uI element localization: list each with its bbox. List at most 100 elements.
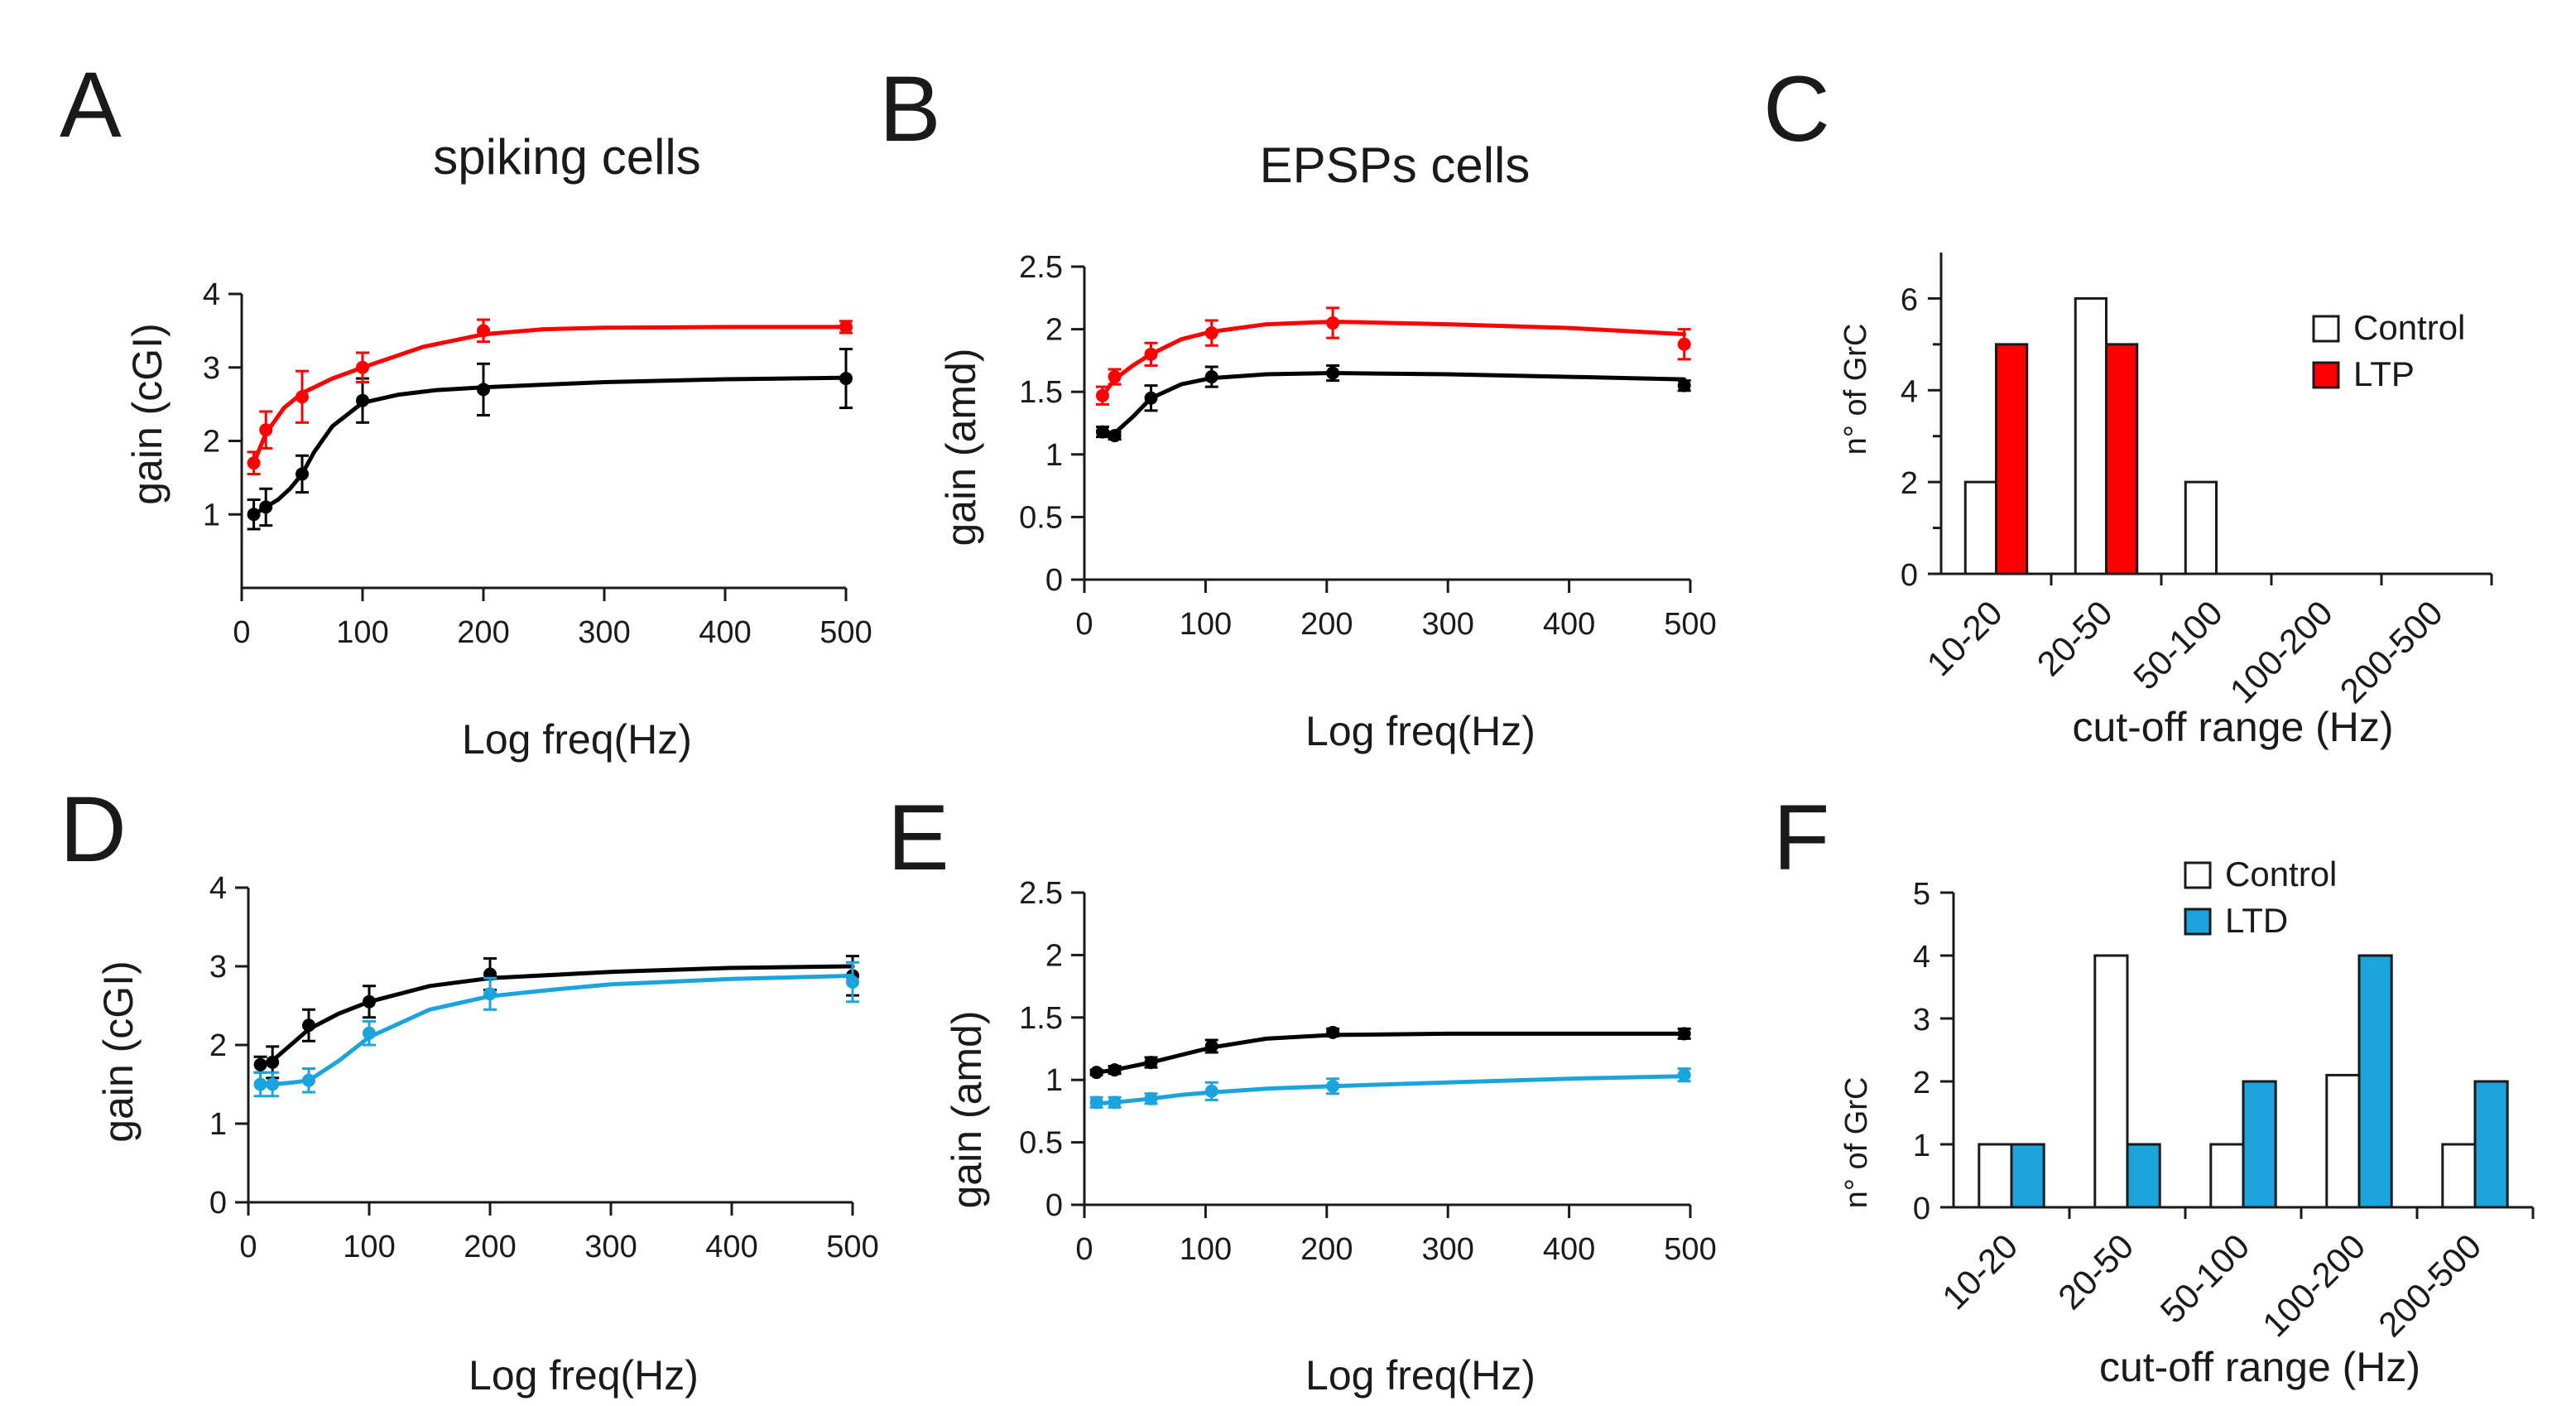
chart-e: 0 0.5 1 1.5 2 2.5 0 100 200 300 400 500 Log freq(Hz)… <box>944 876 1717 1399</box>
series-ltp <box>1095 306 1691 406</box>
legend-swatch <box>2184 861 2212 889</box>
x-tick-label: 500 <box>1664 1232 1716 1267</box>
y-tick-label: 2 <box>1045 938 1063 973</box>
chart-f: 0 1 2 3 4 5 10-20 20-50 50-100100-200200-500cut-… <box>1839 855 2535 1390</box>
y-tick-label: 1.5 <box>1019 1001 1063 1036</box>
panel-letter-a: A <box>60 53 122 156</box>
y-tick-label: 0 <box>1045 1188 1063 1223</box>
series-control <box>1095 364 1691 443</box>
data-point <box>1095 388 1109 402</box>
x-tick-label: 0 <box>1075 607 1093 642</box>
data-point <box>302 1018 315 1033</box>
x-tick-label: 300 <box>1421 1232 1473 1267</box>
x-tick-label: 200 <box>457 615 509 650</box>
y-axis-label: gain (amd) <box>944 1011 990 1209</box>
bar-ltd <box>2473 1080 2509 1209</box>
y-tick-label: 2.5 <box>1019 250 1063 285</box>
data-point <box>363 1026 376 1040</box>
y-tick-label: 4 <box>1901 374 1918 409</box>
y-tick-label: 2 <box>203 425 220 460</box>
y-tick-label: 1 <box>209 1107 227 1142</box>
chart-c: 0 2 4 6 10-20 20-50 50-100100-200200-500cut-of… <box>1838 253 2493 750</box>
category-label: 100-200 <box>2255 1226 2372 1344</box>
series-control <box>1089 1025 1691 1080</box>
data-point <box>253 1077 267 1091</box>
data-point <box>363 994 376 1009</box>
legend: Control LTD <box>2184 855 2337 940</box>
data-point <box>839 320 853 334</box>
data-point <box>1095 425 1109 439</box>
series-line <box>258 973 855 1086</box>
legend-swatch <box>2184 908 2212 936</box>
data-point <box>1204 370 1218 384</box>
bar-control <box>2441 1143 2477 1209</box>
x-axis-label: cut-off range (Hz) <box>2099 1344 2420 1390</box>
chart-b: 0 0.5 1 1.5 2 2.5 0 100 200 300 400 500 Log freq(Hz)… <box>938 250 1717 754</box>
category-label: 10-20 <box>1934 1226 2025 1317</box>
category-label: 10-20 <box>1920 593 2010 683</box>
y-tick-label: 3 <box>1913 1003 1930 1038</box>
y-tick-label: 3 <box>209 950 227 985</box>
data-point <box>1089 1066 1103 1080</box>
chart-d: 0 1 2 3 4 0 100 200 300 400 500 Log freq(Hz) gain (c… <box>95 871 879 1399</box>
data-point <box>1677 1068 1691 1082</box>
y-tick-label: 1 <box>1913 1129 1930 1163</box>
category-label: 20-50 <box>2030 593 2120 683</box>
series-ltd <box>1089 1067 1691 1110</box>
y-tick-label: 5 <box>1913 877 1930 912</box>
data-point <box>1089 1095 1103 1110</box>
data-point <box>356 360 369 374</box>
data-point <box>356 393 369 407</box>
data-point <box>1677 378 1691 392</box>
panel-letter-d: D <box>60 778 127 881</box>
y-tick-label: 0 <box>1901 558 1918 593</box>
data-point <box>253 1057 267 1071</box>
data-point <box>1108 1095 1122 1110</box>
data-point <box>296 467 309 481</box>
data-point <box>839 372 853 386</box>
series-ltd <box>253 961 859 1098</box>
data-point <box>259 423 273 437</box>
series-control <box>253 955 859 1080</box>
data-point <box>1144 347 1158 361</box>
x-tick-label: 0 <box>239 1230 257 1264</box>
data-point <box>1204 1084 1218 1098</box>
data-point <box>1108 429 1122 443</box>
legend-swatch <box>2312 315 2340 343</box>
chart-a: 1 2 3 4 0 100 200 300 400 500 Log freq(Hz) gain (cG… <box>124 277 872 763</box>
y-tick-label: 2 <box>1913 1066 1930 1100</box>
x-tick-label: 300 <box>578 615 630 650</box>
bar-control <box>2209 1143 2245 1209</box>
data-point <box>1326 1025 1340 1039</box>
legend-label: Control <box>2353 308 2465 347</box>
y-tick-label: 0 <box>1913 1192 1930 1226</box>
data-point <box>1677 1027 1691 1041</box>
x-tick-label: 300 <box>584 1230 637 1264</box>
x-tick-label: 500 <box>819 615 872 650</box>
bar-ltp <box>1995 343 2029 575</box>
y-tick-label: 0.5 <box>1019 500 1063 535</box>
y-tick-label: 1 <box>203 498 220 532</box>
bar-ltd <box>2357 954 2393 1209</box>
y-tick-label: 1.5 <box>1019 375 1063 410</box>
x-tick-label: 500 <box>1664 607 1716 642</box>
panel-letter-f: F <box>1773 786 1829 889</box>
panel-title-b: EPSPs cells <box>1260 137 1531 193</box>
data-point <box>266 1077 280 1091</box>
y-axis-label: gain (cGI) <box>124 323 171 505</box>
y-axis-label: gain (amd) <box>938 349 984 547</box>
category-label: 200-500 <box>2333 593 2450 710</box>
series-line <box>1094 1031 1687 1075</box>
x-tick-label: 400 <box>1543 1232 1595 1267</box>
panel-title-a: spiking cells <box>433 129 700 185</box>
x-tick-label: 500 <box>826 1230 878 1264</box>
bar-control <box>2074 296 2108 575</box>
x-axis-label: Log freq(Hz) <box>469 1352 699 1399</box>
x-axis-label: Log freq(Hz) <box>462 716 692 763</box>
legend-label: Control <box>2225 855 2337 893</box>
y-axis-label: n° of GrC <box>1839 1077 1874 1209</box>
bar-ltp <box>2105 343 2139 575</box>
legend-label: LTP <box>2353 354 2415 393</box>
legend-swatch <box>2312 361 2340 389</box>
